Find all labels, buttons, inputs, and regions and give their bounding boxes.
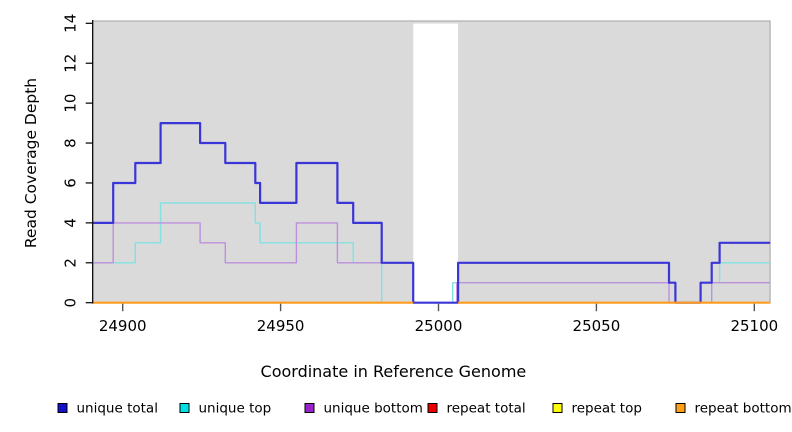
legend-swatch-repeat-bottom xyxy=(675,403,686,413)
y-axis-title: Read Coverage Depth xyxy=(22,78,40,248)
x-tick-label: 24950 xyxy=(257,317,305,335)
x-tick-label: 25000 xyxy=(415,317,463,335)
series-line-unique-bottom xyxy=(92,222,771,304)
x-tick-label: 25050 xyxy=(573,317,621,335)
legend-label-unique-top: unique top xyxy=(199,401,272,417)
zero-coverage-gap xyxy=(413,23,459,303)
y-tick-label: 4 xyxy=(62,218,80,228)
legend-label-repeat-total: repeat total xyxy=(447,401,526,417)
legend-swatch-repeat-top xyxy=(552,403,563,413)
x-tick-label: 24900 xyxy=(99,317,147,335)
legend-label-unique-bottom: unique bottom xyxy=(324,401,423,417)
legend-swatch-unique-bottom xyxy=(304,403,315,413)
y-tick-label: 12 xyxy=(62,54,80,73)
legend-swatch-unique-top xyxy=(179,403,190,413)
legend-swatch-unique-total xyxy=(57,403,68,413)
y-tick-label: 8 xyxy=(62,138,80,148)
legend-label-repeat-bottom: repeat bottom xyxy=(695,401,792,417)
x-tick-label: 25100 xyxy=(730,317,778,335)
legend-label-unique-total: unique total xyxy=(77,401,158,417)
legend-label-repeat-top: repeat top xyxy=(572,401,642,417)
y-tick-label: 6 xyxy=(62,178,80,188)
y-tick-label: 10 xyxy=(62,94,80,113)
y-tick-label: 14 xyxy=(62,14,80,33)
y-tick-label: 2 xyxy=(62,258,80,268)
y-tick-label: 0 xyxy=(62,298,80,308)
legend-swatch-repeat-total xyxy=(427,403,438,413)
x-axis-title: Coordinate in Reference Genome xyxy=(261,362,527,381)
